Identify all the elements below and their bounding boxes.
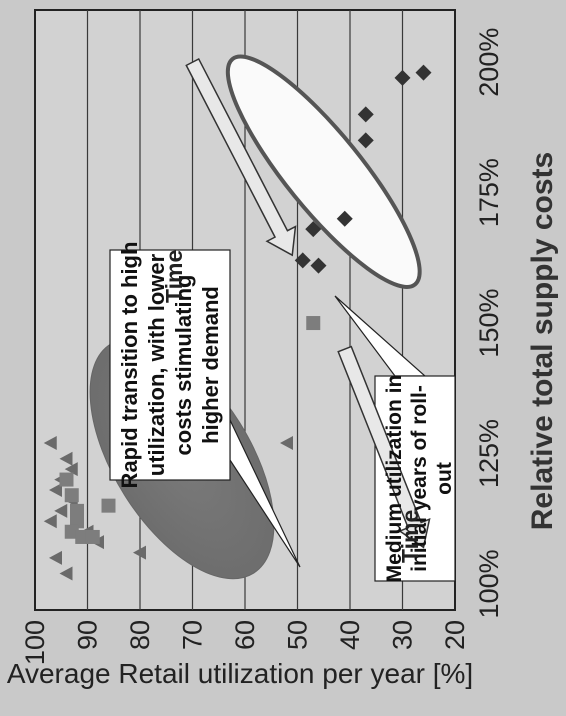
time-label-right: Time: [161, 250, 187, 303]
square-point: [101, 498, 116, 513]
callout-text-rapid: Rapid transition to high: [117, 242, 142, 489]
triangle-point: [64, 462, 78, 477]
square-point: [85, 529, 100, 544]
x-tick-label: 100%: [474, 549, 504, 618]
y-tick-label: 80: [125, 620, 155, 650]
time-label-left: Time: [397, 510, 423, 563]
time-arrow-right: [185, 57, 297, 257]
square-point: [59, 472, 74, 487]
triangle-point: [49, 550, 62, 565]
time-arrow-left: [337, 345, 431, 549]
diamond-point: [357, 106, 374, 123]
x-tick-label: 175%: [474, 158, 504, 227]
triangle-point: [59, 566, 73, 581]
triangle-point: [43, 436, 57, 451]
y-tick-label: 50: [283, 620, 313, 650]
white-cluster-oval: [225, 54, 422, 289]
square-point: [64, 488, 79, 503]
triangle-point: [43, 514, 57, 529]
y-tick-label: 90: [73, 620, 103, 650]
triangle-point: [280, 436, 293, 451]
diamond-point: [310, 257, 327, 274]
square-point: [306, 316, 321, 331]
diamond-point: [336, 210, 353, 227]
y-tick-label: 100: [20, 620, 50, 665]
triangle-point: [133, 545, 146, 560]
diamond-point: [294, 252, 311, 269]
x-tick-label: 150%: [474, 289, 504, 358]
callout-box-rapid: [109, 249, 231, 481]
diamond-point: [415, 64, 432, 81]
callout-text-rapid: costs stimulating: [171, 275, 196, 456]
callout-box-medium: [374, 375, 456, 582]
y-tick-label: 40: [335, 620, 365, 650]
callout-text-medium: Medium utilization in: [383, 375, 406, 583]
callout-text-rapid: utilization, with lower: [144, 253, 169, 476]
triangle-point: [59, 451, 73, 466]
triangle-point: [49, 483, 62, 497]
diamond-point: [394, 69, 411, 86]
y-tick-label: 20: [440, 620, 470, 650]
callout-text-medium: initial years of roll-: [408, 385, 431, 572]
y-axis-title: Average Retail utilization per year [%]: [7, 658, 473, 689]
diamond-point: [305, 221, 322, 238]
y-tick-label: 30: [388, 620, 418, 650]
x-axis-title: Relative total supply costs: [526, 152, 559, 530]
callout-text-medium: out: [433, 462, 456, 495]
x-tick-label: 200%: [474, 28, 504, 97]
x-tick-label: 125%: [474, 419, 504, 488]
y-tick-label: 70: [178, 620, 208, 650]
callout-text-rapid: higher demand: [198, 286, 223, 444]
triangle-point: [54, 503, 68, 518]
y-tick-label: 60: [230, 620, 260, 650]
diamond-point: [357, 132, 374, 149]
